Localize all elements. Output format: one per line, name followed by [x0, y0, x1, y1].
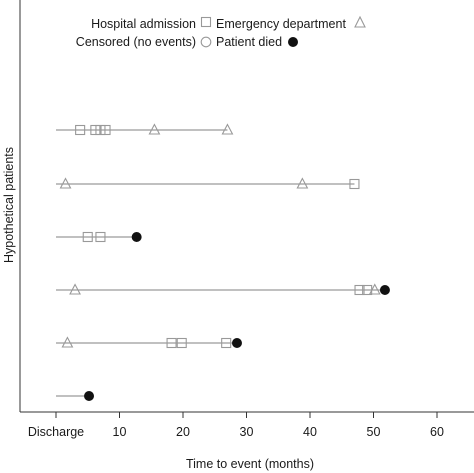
event-markers — [59, 123, 390, 401]
x-tick-label: Discharge — [28, 425, 84, 439]
hospital-admission-marker — [82, 231, 93, 243]
x-tick-label: 50 — [367, 425, 381, 439]
legend-label-hospital-admission: Hospital admission — [91, 17, 196, 31]
x-axis-label: Time to event (months) — [186, 457, 314, 471]
patient-lines — [56, 129, 385, 397]
hospital-admission-marker — [100, 124, 111, 136]
legend-label-censored: Censored (no events) — [76, 35, 196, 49]
hospital-admission-marker — [176, 337, 187, 349]
emergency-department-marker — [296, 177, 309, 189]
legend-marker-emergency-department — [354, 15, 366, 28]
legend-label-emergency-department: Emergency department — [216, 17, 346, 31]
patient-died-marker — [131, 232, 142, 242]
plot-axes — [19, 0, 474, 413]
x-tick-label: 10 — [113, 425, 127, 439]
hospital-admission-marker — [166, 337, 177, 349]
legend: Hospital admission Emergency department … — [76, 15, 366, 49]
legend-marker-hospital-admission — [200, 16, 212, 28]
emergency-department-marker — [148, 123, 161, 135]
x-tick-label: 30 — [240, 425, 254, 439]
emergency-department-marker — [221, 123, 234, 135]
x-tick-label: 60 — [430, 425, 444, 439]
x-tick-label: 20 — [176, 425, 190, 439]
hospital-admission-marker — [95, 231, 106, 243]
hospital-admission-marker — [349, 178, 360, 190]
emergency-department-marker — [61, 336, 74, 348]
legend-marker-censored — [200, 36, 212, 48]
x-axis-ticks: Discharge 10 20 30 40 50 60 — [28, 412, 444, 439]
patient-died-marker — [231, 338, 242, 348]
legend-marker-patient-died — [288, 37, 298, 47]
emergency-department-marker — [59, 177, 72, 189]
legend-label-patient-died: Patient died — [216, 35, 282, 49]
hospital-admission-marker — [221, 337, 232, 349]
patient-died-marker — [379, 285, 390, 295]
hospital-admission-marker — [354, 284, 365, 296]
emergency-department-marker — [69, 283, 81, 295]
patient-died-marker — [84, 391, 95, 401]
hospital-admission-marker — [95, 124, 106, 136]
hospital-admission-marker — [75, 124, 86, 136]
y-axis-label: Hypothetical patients — [2, 147, 16, 263]
emergency-department-marker — [368, 283, 381, 295]
x-tick-label: 40 — [303, 425, 317, 439]
hospital-admission-marker — [90, 124, 101, 136]
